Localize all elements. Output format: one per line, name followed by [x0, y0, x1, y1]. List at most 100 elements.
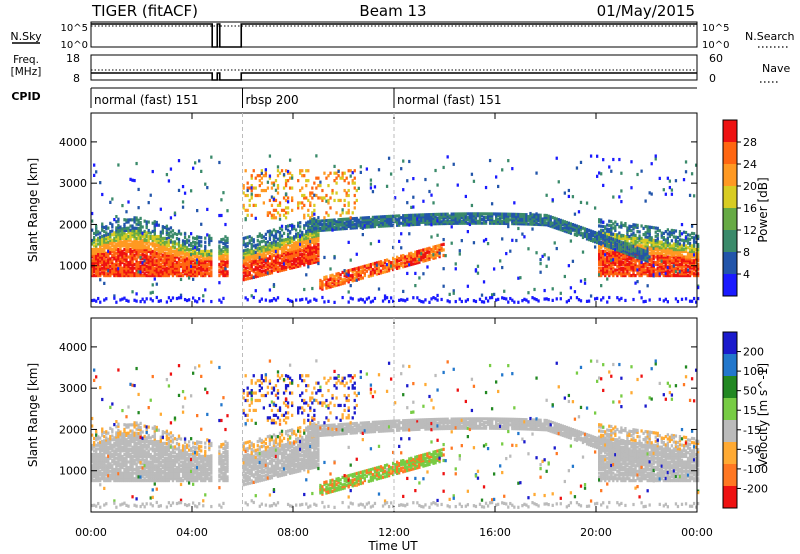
power-cell — [341, 225, 344, 229]
power-cell — [404, 258, 407, 263]
power-cell — [404, 299, 407, 303]
power-cell — [177, 242, 181, 246]
power-cell — [654, 251, 657, 255]
power-cell — [648, 191, 651, 195]
power-cell — [177, 244, 181, 248]
power-cell — [200, 273, 203, 278]
power-cell — [648, 246, 651, 250]
power-cell — [301, 237, 304, 241]
power-cell — [561, 226, 564, 231]
power-cell — [278, 263, 282, 267]
power-cell — [559, 226, 562, 230]
power-cell — [151, 290, 154, 294]
power-cell — [664, 297, 667, 301]
power-cell — [266, 249, 270, 254]
power-cell — [222, 262, 225, 267]
power-cell — [505, 251, 508, 256]
power-cell — [135, 236, 138, 241]
power-cell — [252, 240, 255, 244]
power-cell — [426, 213, 429, 217]
power-cell — [666, 265, 669, 270]
power-cell — [327, 218, 330, 223]
power-cell — [105, 225, 108, 229]
power-cell — [159, 236, 162, 241]
power-cell — [656, 253, 659, 257]
power-cell — [105, 255, 108, 259]
power-cell — [652, 255, 655, 259]
power-cell — [497, 219, 500, 224]
power-cell — [115, 242, 118, 246]
power-cell — [486, 212, 490, 216]
power-cell — [198, 297, 201, 301]
power-cell — [206, 257, 209, 261]
power-cell — [652, 270, 655, 274]
power-cell — [327, 221, 330, 226]
power-cell — [91, 247, 94, 252]
power-cell — [499, 214, 502, 218]
power-cell — [375, 221, 379, 225]
power-cell — [258, 264, 261, 269]
power-cell — [398, 221, 401, 225]
power-cell — [622, 260, 625, 265]
power-cell — [440, 221, 443, 226]
power-cell — [254, 267, 257, 271]
power-cell — [420, 256, 423, 260]
power-cell — [286, 261, 290, 265]
power-cell — [99, 300, 102, 304]
power-cell — [103, 270, 106, 274]
power-cell — [391, 266, 395, 270]
power-cell — [246, 273, 249, 277]
power-cell — [424, 216, 427, 221]
power-cell — [109, 221, 112, 225]
power-cell — [123, 233, 126, 237]
power-cell — [394, 196, 397, 200]
power-cell — [93, 266, 96, 270]
power-cell — [109, 251, 112, 255]
power-cell — [135, 242, 138, 246]
power-cell — [151, 253, 154, 257]
power-cell — [171, 264, 175, 268]
power-cell — [155, 262, 158, 267]
power-cell — [400, 167, 403, 171]
power-cell — [486, 214, 490, 218]
power-cell — [602, 268, 605, 272]
power-cell — [337, 271, 340, 276]
power-cell — [297, 255, 300, 259]
power-cell — [426, 220, 429, 224]
power-cell — [99, 238, 102, 242]
power-cell — [624, 266, 627, 270]
power-cell — [143, 268, 146, 272]
power-cell — [678, 253, 682, 257]
power-cell — [139, 236, 142, 241]
power-cell — [268, 233, 272, 237]
power-cell — [567, 225, 571, 229]
power-cell — [226, 240, 229, 245]
power-cell — [311, 261, 314, 265]
power-cell — [670, 264, 674, 268]
power-cell — [363, 224, 366, 228]
power-cell — [226, 253, 229, 257]
power-cell — [359, 220, 362, 224]
power-cell — [286, 224, 290, 228]
power-cell — [189, 247, 193, 252]
power-cell — [674, 259, 678, 263]
power-cell — [115, 233, 118, 237]
power-cell — [293, 265, 296, 269]
power-cell — [557, 218, 560, 222]
power-cell — [337, 279, 340, 283]
power-cell — [194, 260, 197, 265]
power-cell — [299, 262, 302, 266]
power-cell — [309, 220, 312, 224]
power-cell — [153, 236, 156, 241]
power-cell — [222, 255, 225, 259]
power-cell — [674, 244, 678, 248]
power-cell — [602, 244, 605, 248]
power-cell — [535, 217, 538, 221]
power-cell — [153, 262, 156, 267]
power-cell — [618, 266, 621, 270]
power-cell — [682, 273, 686, 278]
power-cell — [634, 238, 637, 242]
power-cell — [187, 264, 191, 268]
power-cell — [187, 251, 191, 255]
power-cell — [256, 246, 259, 250]
